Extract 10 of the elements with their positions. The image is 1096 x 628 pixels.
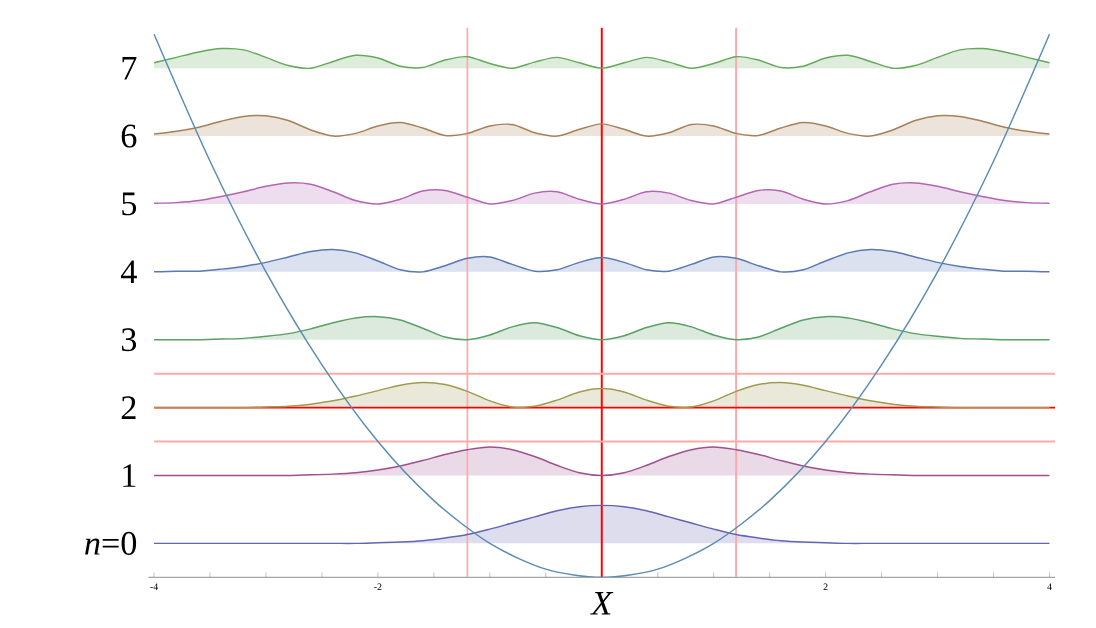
y-tick-label: 6 (121, 124, 137, 148)
y-tick-label: 2 (121, 395, 136, 419)
y-tick-label: 4 (120, 260, 137, 283)
y-tick-label: 1 (123, 463, 136, 487)
y-tick-label: 5 (122, 192, 137, 216)
y-tick-label: 3 (121, 327, 137, 351)
x-axis-title: X (590, 591, 614, 615)
line-series (153, 33, 1051, 577)
y-tick-label: 7 (122, 56, 137, 80)
y-tick-label: n=0 (85, 531, 137, 555)
